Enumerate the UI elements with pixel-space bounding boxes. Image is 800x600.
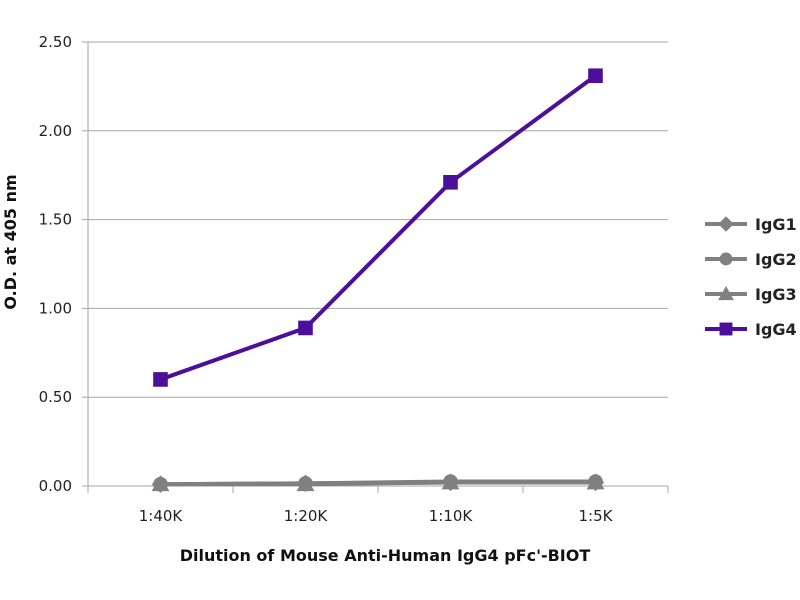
legend-item-igg3: IgG3 xyxy=(705,285,797,304)
series xyxy=(151,68,605,493)
data-point-square xyxy=(298,320,313,336)
series-igg3 xyxy=(151,473,605,492)
legend-item-igg4: IgG4 xyxy=(705,320,797,339)
legend-item-igg2: IgG2 xyxy=(705,250,797,269)
x-axis-title: Dilution of Mouse Anti-Human IgG4 pFc'-B… xyxy=(180,546,591,565)
legend-marker-diamond xyxy=(718,216,734,232)
data-point-square xyxy=(443,175,458,190)
series-line xyxy=(158,480,598,487)
data-point-triangle xyxy=(296,475,315,492)
legend-label: IgG4 xyxy=(755,320,797,339)
legend-marker-triangle xyxy=(718,285,734,301)
x-tick-labels: 1:40K 1:20K 1:10K 1:5K xyxy=(139,507,614,525)
series-line xyxy=(158,73,598,382)
y-tick-label: 2.50 xyxy=(39,33,72,51)
y-tick-label: 0.50 xyxy=(39,388,72,406)
data-point-triangle xyxy=(151,475,170,492)
y-axis-title: O.D. at 405 nm xyxy=(1,174,20,309)
legend-marker-circle xyxy=(719,252,733,266)
y-tick-labels: 0.00 0.50 1.00 1.50 2.00 2.50 xyxy=(39,33,72,495)
x-tick-label: 1:20K xyxy=(284,507,329,525)
gridlines xyxy=(88,41,668,398)
y-tick-label: 1.50 xyxy=(39,211,72,229)
series-igg4 xyxy=(153,68,603,387)
legend-label: IgG2 xyxy=(755,250,797,269)
legend-label: IgG1 xyxy=(755,215,797,234)
axes xyxy=(82,41,669,493)
y-tick-label: 2.00 xyxy=(39,122,72,140)
legend: IgG1 IgG2 IgG3 IgG4 xyxy=(705,215,797,339)
y-tick-label: 1.00 xyxy=(39,299,72,317)
x-tick-label: 1:40K xyxy=(139,507,184,525)
data-point-triangle xyxy=(441,473,460,490)
x-tick-label: 1:10K xyxy=(429,507,474,525)
data-point-triangle xyxy=(586,473,605,490)
y-tick-label: 0.00 xyxy=(39,477,72,495)
data-point-square xyxy=(588,68,603,84)
legend-label: IgG3 xyxy=(755,285,797,304)
data-point-square xyxy=(153,372,168,387)
x-tick-label: 1:5K xyxy=(579,507,614,525)
legend-item-igg1: IgG1 xyxy=(705,215,797,234)
legend-marker-square xyxy=(719,322,733,336)
